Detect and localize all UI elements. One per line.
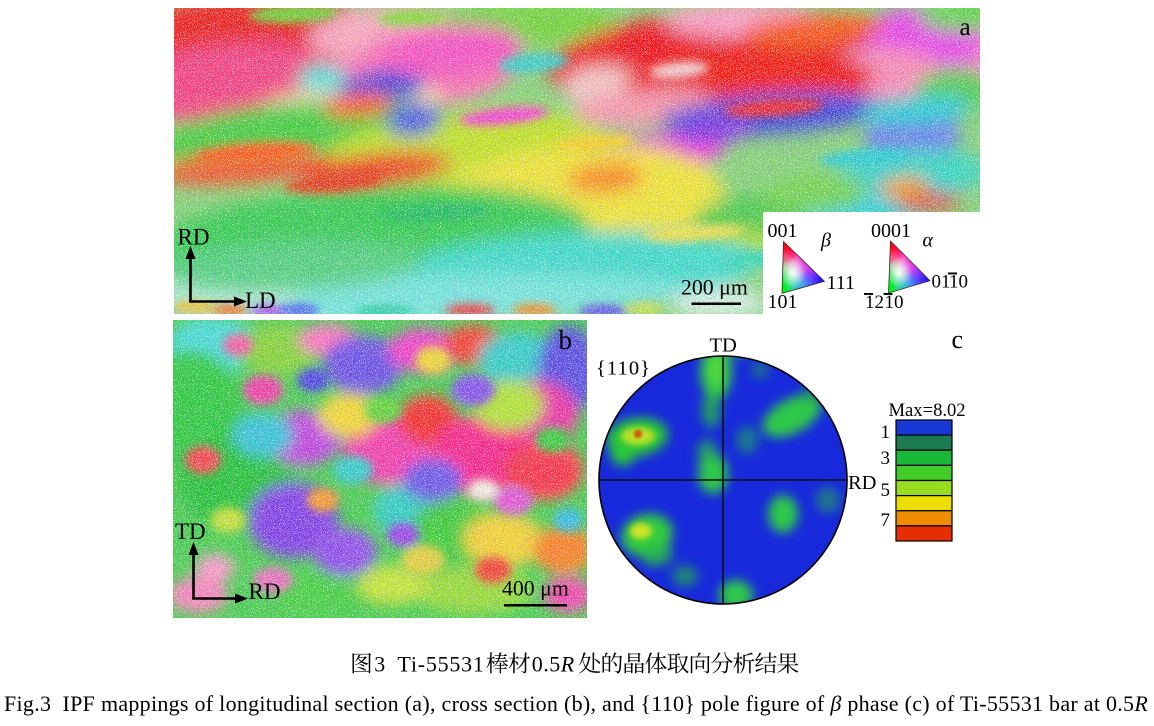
svg-text:001: 001 xyxy=(768,220,798,242)
svg-text:111: 111 xyxy=(827,272,856,294)
svg-text:Max=8.02: Max=8.02 xyxy=(889,400,966,421)
svg-text:{110}: {110} xyxy=(596,358,650,380)
svg-text:0.5: 0.5 xyxy=(532,652,561,677)
svg-text:10: 10 xyxy=(949,272,968,293)
svg-text:101: 101 xyxy=(768,291,798,313)
svg-text:RD: RD xyxy=(249,579,281,604)
svg-text:b: b xyxy=(559,325,573,355)
svg-text:TD: TD xyxy=(710,335,737,357)
svg-text:LD: LD xyxy=(245,288,276,313)
svg-text:3: 3 xyxy=(374,652,385,677)
svg-text:3: 3 xyxy=(881,448,891,469)
svg-text:RD: RD xyxy=(848,472,876,494)
svg-text:400 μm: 400 μm xyxy=(502,577,569,601)
svg-text:10: 10 xyxy=(885,292,904,313)
svg-text:α: α xyxy=(923,230,934,252)
svg-text:0001: 0001 xyxy=(871,220,911,242)
svg-text:a: a xyxy=(960,14,971,41)
svg-text:7: 7 xyxy=(881,510,891,531)
svg-text:β: β xyxy=(820,230,831,252)
svg-text:200 μm: 200 μm xyxy=(681,276,748,300)
svg-text:01: 01 xyxy=(932,272,951,293)
svg-text:Ti-55531: Ti-55531 xyxy=(397,652,484,677)
svg-text:RD: RD xyxy=(178,225,210,250)
svg-text:TD: TD xyxy=(175,519,206,544)
svg-text:c: c xyxy=(952,330,964,354)
svg-text:5: 5 xyxy=(881,480,891,501)
svg-text:R: R xyxy=(560,652,575,677)
svg-text:1: 1 xyxy=(881,422,891,443)
svg-text:12: 12 xyxy=(865,292,884,313)
